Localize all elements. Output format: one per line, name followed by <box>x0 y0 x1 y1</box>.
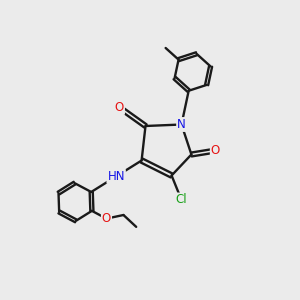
Text: Cl: Cl <box>176 194 187 206</box>
Text: N: N <box>177 118 186 131</box>
Text: O: O <box>102 212 111 225</box>
Text: O: O <box>211 144 220 157</box>
Text: HN: HN <box>107 170 125 183</box>
Text: O: O <box>115 101 124 114</box>
